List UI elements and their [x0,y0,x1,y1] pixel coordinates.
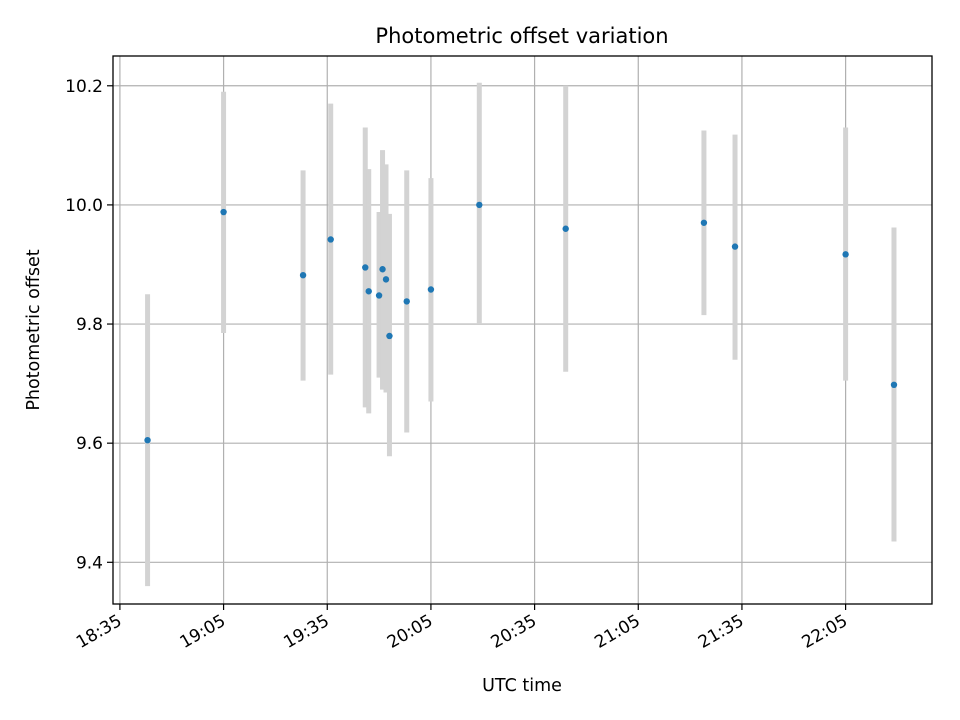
chart-title: Photometric offset variation [375,24,668,48]
y-tick-label: 10.2 [65,77,103,97]
data-points [144,201,898,444]
data-point [379,266,386,273]
data-point [842,251,849,258]
data-point [476,201,483,209]
y-tick-label: 9.4 [76,553,103,573]
data-point [562,225,569,232]
y-tick-label: 9.6 [76,434,103,454]
data-point [375,292,383,299]
data-point [731,243,739,250]
data-point [700,219,708,226]
x-axis-label: UTC time [482,676,562,696]
data-point [890,381,898,388]
y-axis: 9.4 9.6 9.8 10.0 10.2 [65,77,113,573]
y-tick-label: 10.0 [65,196,103,216]
data-point [327,236,334,243]
data-point [386,332,393,340]
y-axis-label: Photometric offset [24,249,44,410]
data-point [382,276,390,283]
data-point [403,298,410,305]
data-point [144,436,151,444]
data-point [427,286,435,293]
y-tick-label: 9.8 [76,315,103,335]
data-point [365,288,372,295]
data-point [299,272,307,279]
plot-frame [112,55,933,605]
data-point [362,264,369,271]
data-point [220,208,227,216]
